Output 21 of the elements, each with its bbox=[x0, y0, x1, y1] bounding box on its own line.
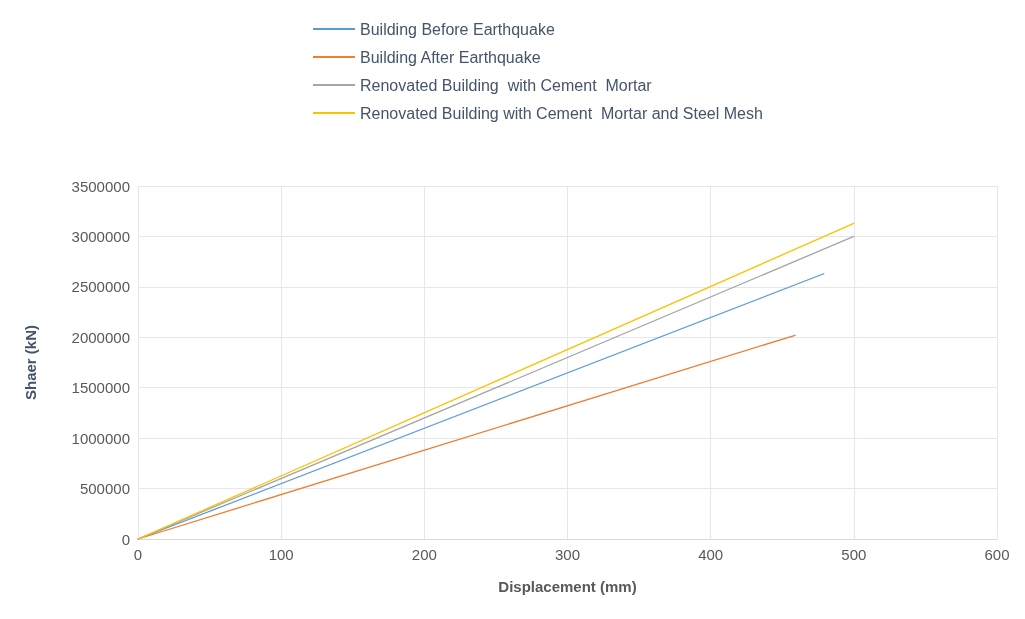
y-axis-title: Shaer (kN) bbox=[22, 324, 39, 401]
y-tick-label: 3500000 bbox=[71, 177, 130, 195]
y-tick-label: 2500000 bbox=[71, 278, 130, 296]
x-axis-title: Displacement (mm) bbox=[498, 578, 637, 595]
y-tick-label: 2000000 bbox=[71, 328, 130, 346]
x-tick-label: 200 bbox=[411, 546, 437, 563]
y-tick-label: 1500000 bbox=[71, 379, 130, 397]
x-tick-label: 400 bbox=[698, 546, 724, 563]
y-tick-label: 500000 bbox=[79, 480, 130, 498]
y-tick-label: 3000000 bbox=[71, 227, 130, 245]
legend-label: Building After Earthquake bbox=[360, 48, 541, 66]
x-tick-label: 100 bbox=[268, 546, 294, 563]
legend-label: Renovated Building with Cement Mortar bbox=[360, 76, 653, 94]
legend-label: Renovated Building with Cement Mortar and Steel Mesh bbox=[360, 104, 763, 122]
y-tick-label: 0 bbox=[121, 530, 130, 548]
x-tick-label: 0 bbox=[133, 546, 143, 563]
y-tick-label: 1000000 bbox=[71, 429, 130, 447]
x-tick-label: 300 bbox=[554, 546, 581, 563]
x-tick-label: 600 bbox=[984, 546, 1010, 563]
legend-label: Building Before Earthquake bbox=[360, 20, 555, 38]
x-tick-label: 500 bbox=[841, 546, 867, 563]
